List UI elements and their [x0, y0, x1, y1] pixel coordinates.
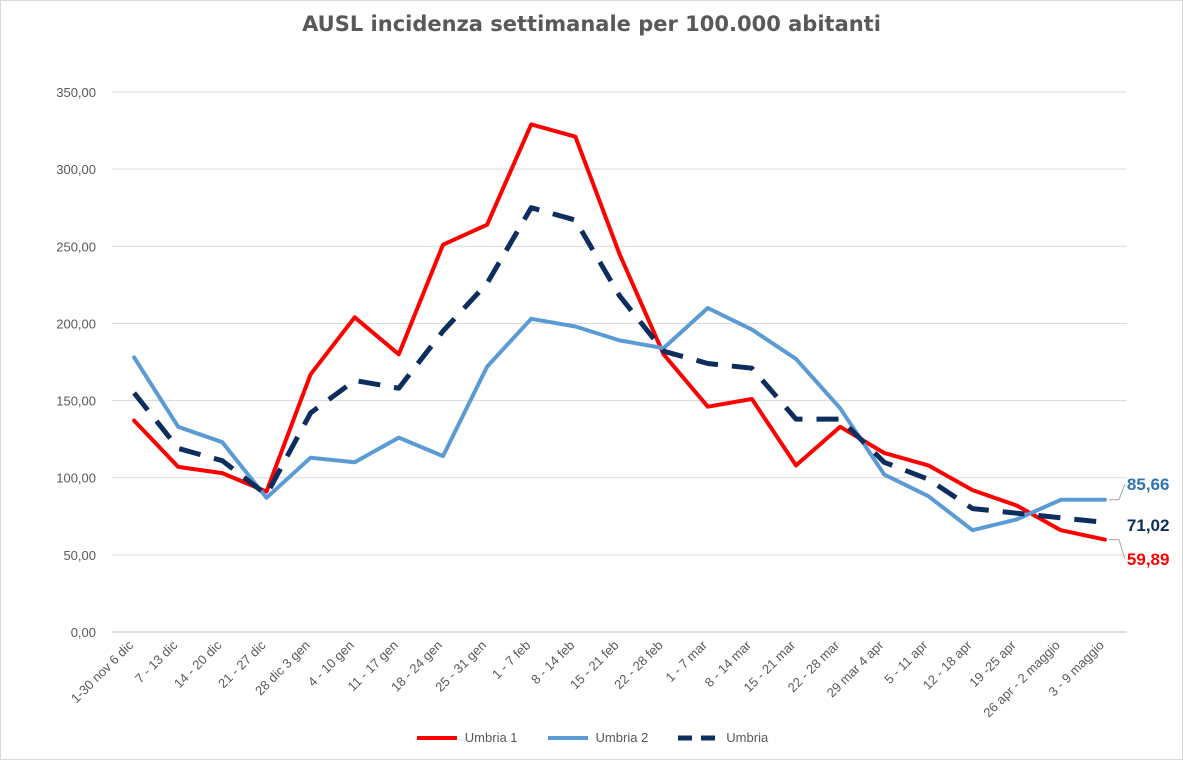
y-tick-label: 300,00	[56, 162, 96, 177]
chart-title: AUSL incidenza settimanale per 100.000 a…	[302, 12, 881, 36]
y-tick-label: 200,00	[56, 316, 96, 331]
end-label-series-2: 85,66	[1127, 475, 1170, 494]
legend-item-umbria-1: Umbria 1	[415, 730, 518, 745]
x-tick-label: 1 - 7 feb	[489, 638, 533, 682]
y-tick-label: 250,00	[56, 239, 96, 254]
y-tick-label: 150,00	[56, 394, 96, 409]
legend-item-umbria-2: Umbria 2	[546, 730, 649, 745]
y-tick-label: 100,00	[56, 471, 96, 486]
y-tick-label: 50,00	[63, 548, 96, 563]
legend-label-umbria-2: Umbria 2	[595, 730, 649, 745]
x-tick-label: 12 - 18 apr	[920, 637, 976, 693]
legend: Umbria 1 Umbria 2 Umbria	[0, 730, 1183, 745]
x-tick-label: 22 - 28 feb	[611, 638, 666, 693]
legend-swatch-umbria-1	[416, 735, 457, 740]
end-label-connector	[1108, 539, 1126, 560]
end-label-connector	[1108, 483, 1126, 501]
series-lines	[132, 122, 1107, 542]
x-tick-label: 1-30 nov 6 dic	[68, 637, 137, 706]
x-tick-label: 26 apr - 2 maggio	[980, 638, 1063, 721]
legend-item-umbria: Umbria	[676, 730, 768, 745]
y-tick-label: 0,00	[71, 625, 96, 640]
series-line-2	[132, 306, 1107, 533]
legend-label-umbria-1: Umbria 1	[464, 730, 518, 745]
end-label-series-3: 71,02	[1127, 516, 1170, 535]
legend-label-umbria: Umbria	[726, 730, 769, 745]
y-tick-label: 350,00	[56, 85, 96, 100]
end-labels: 59,89 85,66 71,02	[1108, 475, 1170, 569]
grid-lines	[112, 91, 1127, 633]
legend-swatch-umbria-2	[547, 735, 588, 740]
legend-swatch-umbria	[678, 735, 719, 740]
y-axis-ticks: 0,00 50,00 100,00 150,00 200,00 250,00 300,00 3…	[56, 85, 96, 640]
end-label-series-1: 59,89	[1127, 550, 1170, 569]
series-line-1	[132, 122, 1107, 542]
series-line-3	[132, 205, 1106, 525]
